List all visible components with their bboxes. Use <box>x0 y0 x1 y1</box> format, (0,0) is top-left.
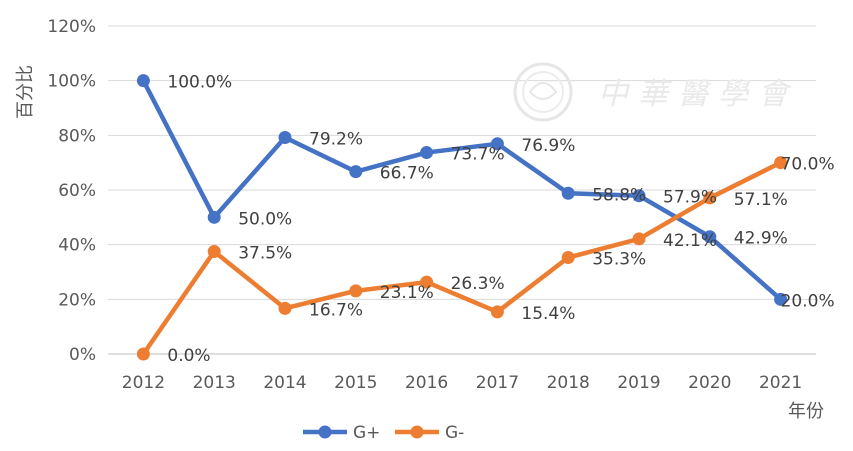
data-point <box>278 301 292 315</box>
watermark: 中華醫學會 <box>513 62 798 122</box>
data-label: 57.9% <box>663 188 717 208</box>
data-label: 23.1% <box>380 283 434 303</box>
data-label: 57.1% <box>734 190 788 210</box>
data-label: 37.5% <box>238 244 292 264</box>
data-label: 50.0% <box>238 209 292 229</box>
data-point <box>490 305 504 319</box>
data-label: 42.1% <box>663 231 717 251</box>
data-label: 0.0% <box>167 346 210 366</box>
x-tick-label: 2015 <box>334 373 377 393</box>
x-tick-label: 2018 <box>547 373 590 393</box>
x-tick-label: 2012 <box>122 373 165 393</box>
x-tick-label: 2021 <box>759 373 802 393</box>
legend-label: G+ <box>353 423 380 443</box>
y-axis-title: 百分比 <box>15 65 36 119</box>
x-tick-label: 2017 <box>476 373 519 393</box>
legend-label: G- <box>445 423 464 443</box>
data-label: 20.0% <box>781 291 835 311</box>
data-label: 100.0% <box>167 73 232 93</box>
series-group <box>136 74 788 361</box>
x-tick-label: 2016 <box>405 373 448 393</box>
data-label: 58.8% <box>592 185 646 205</box>
data-label: 42.9% <box>734 229 788 249</box>
data-point <box>774 292 788 306</box>
data-point <box>561 251 575 265</box>
data-point <box>774 156 788 170</box>
legend: G+ G- <box>303 423 464 443</box>
data-point <box>703 230 717 244</box>
data-point <box>207 210 221 224</box>
data-point <box>490 137 504 151</box>
legend-item-g-minus: G- <box>395 423 464 443</box>
y-tick-label: 40% <box>58 236 96 256</box>
x-tick-label: 2020 <box>688 373 731 393</box>
data-label: 70.0% <box>781 155 835 175</box>
data-point <box>561 186 575 200</box>
data-point <box>349 165 363 179</box>
data-label: 79.2% <box>309 130 363 150</box>
data-label: 73.7% <box>451 145 505 165</box>
series-line-g-minus <box>141 160 783 357</box>
x-tick-label: 2014 <box>263 373 306 393</box>
data-point <box>207 245 221 258</box>
data-point <box>136 347 150 361</box>
x-axis-ticks: 2012 2013 2014 2015 2016 2017 2018 2019 2020 2021 <box>122 373 802 393</box>
y-tick-label: 20% <box>58 290 96 310</box>
legend-marker <box>318 425 332 439</box>
x-axis-title: 年份 <box>788 401 824 422</box>
x-tick-label: 2019 <box>617 373 660 393</box>
y-axis-ticks: 0% 20% 40% 60% 80% 100% 120% <box>47 17 96 365</box>
data-labels: 100.0% 50.0% 79.2% 66.7% 73.7% 76.9% 58.8% 57.9… <box>167 73 834 366</box>
data-point <box>136 74 150 88</box>
data-label: 76.9% <box>521 136 575 156</box>
data-point <box>632 232 646 246</box>
y-tick-label: 100% <box>47 72 96 92</box>
y-tick-label: 80% <box>58 126 96 146</box>
watermark-seal-icon <box>513 62 573 122</box>
data-label: 66.7% <box>380 164 434 184</box>
data-label: 35.3% <box>592 250 646 270</box>
legend-item-g-plus: G+ <box>303 423 380 443</box>
data-label: 15.4% <box>521 304 575 324</box>
legend-marker <box>410 425 424 439</box>
data-point <box>349 284 363 298</box>
data-point <box>278 131 292 145</box>
y-tick-label: 0% <box>69 345 96 365</box>
watermark-text: 中華醫學會 <box>598 77 798 112</box>
y-tick-label: 60% <box>58 181 96 201</box>
gridlines <box>108 25 816 355</box>
data-point <box>420 146 434 160</box>
data-label: 26.3% <box>451 274 505 294</box>
x-tick-label: 2013 <box>193 373 236 393</box>
data-point <box>420 275 434 289</box>
data-label: 16.7% <box>309 300 363 320</box>
data-point <box>632 189 646 203</box>
y-tick-label: 120% <box>47 17 96 37</box>
data-point <box>703 191 717 205</box>
